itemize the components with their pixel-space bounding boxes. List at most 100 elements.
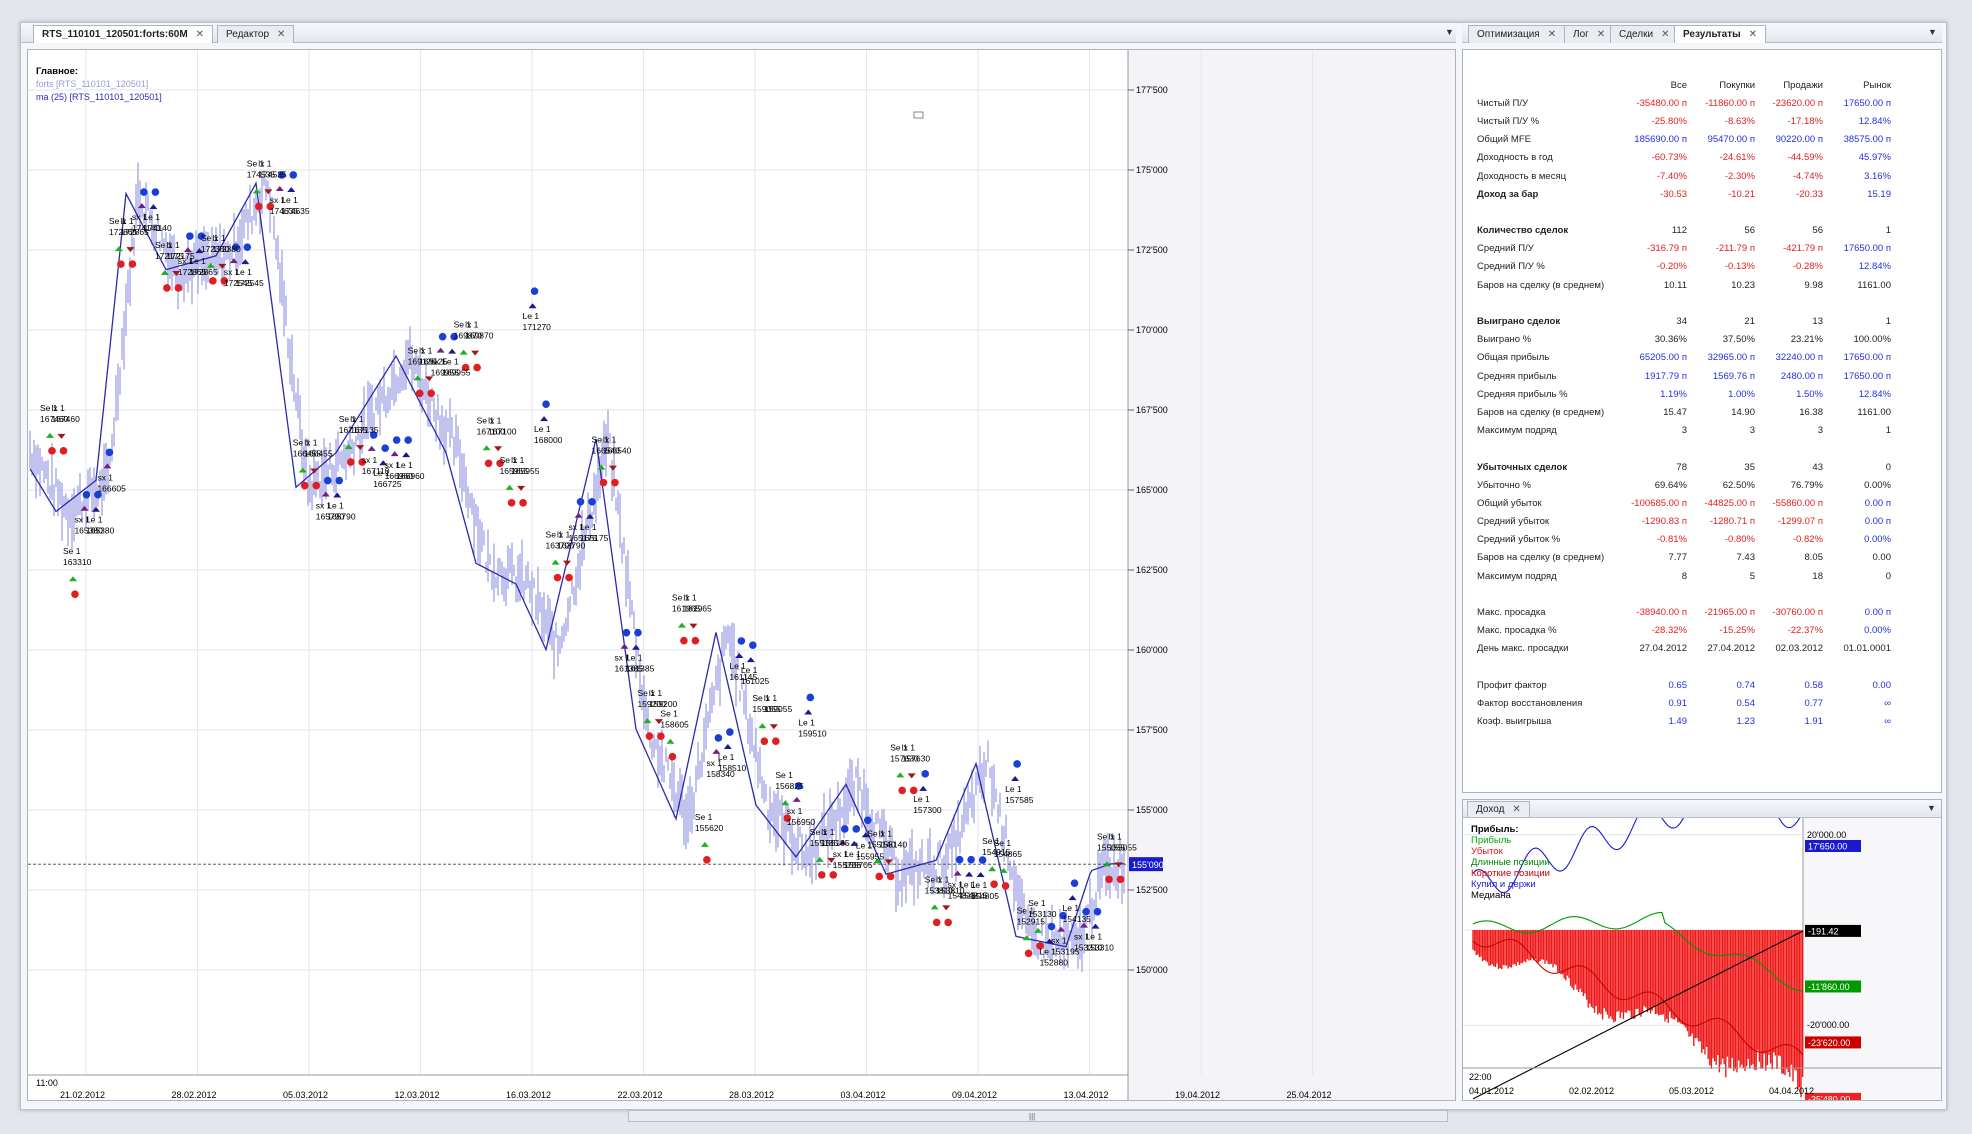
results-row: Средний П/У % -0.20% -0.13% -0.28% 12.84% — [1473, 258, 1895, 276]
trade-label: sx 1 — [1074, 932, 1090, 942]
results-cell: -1280.71 п — [1709, 516, 1755, 528]
trade-price-label: 163310 — [63, 557, 92, 567]
buy-position-dot — [588, 497, 596, 506]
income-chart[interactable]: 20'000.000.00-20'000.00Прибыль:ПрибыльУб… — [1463, 818, 1941, 1100]
trade-price-label: 157630 — [902, 753, 931, 763]
sell-position-dot — [117, 260, 125, 268]
buy-position-dot — [277, 171, 286, 179]
sell-position-dot — [909, 786, 918, 795]
sell-entry-arrow-icon — [68, 576, 77, 582]
results-cell — [1759, 294, 1827, 312]
trade-price-label: 165955 — [500, 466, 529, 476]
long-entry-arrow-icon — [528, 303, 537, 309]
long-entry-arrow-icon — [976, 872, 985, 878]
close-icon[interactable]: ✕ — [1748, 29, 1758, 40]
trade-label: Le 1 — [1005, 784, 1022, 794]
tab-trades[interactable]: Сделки ✕ — [1610, 25, 1679, 43]
horizontal-scrollbar[interactable]: ||| — [628, 1110, 1448, 1122]
trade-price-label: 174635 — [270, 206, 299, 216]
results-row-label — [1473, 585, 1623, 603]
short-exit-triangle-icon — [183, 247, 192, 253]
results-column-header[interactable]: Покупки — [1719, 79, 1755, 91]
trade-price-label: 165175 — [569, 533, 598, 543]
long-entry-arrow-icon — [965, 871, 974, 877]
date-tick-label: 21.02.2012 — [60, 1090, 105, 1100]
trade-price-label: 161145 — [729, 672, 757, 682]
trade-label: Le 1 — [844, 849, 861, 859]
trade-price-label: 153130 — [1028, 909, 1057, 919]
legend-series-ma: ma (25) [RTS_110101_120501] — [36, 92, 162, 102]
trade-label: Se 1 — [695, 812, 713, 822]
tab-optimization[interactable]: Оптимизация ✕ — [1468, 25, 1566, 43]
close-icon[interactable]: ✕ — [1661, 29, 1670, 40]
buy-position-dot — [749, 641, 757, 649]
results-row-label: Баров на сделку (в среднем) — [1477, 552, 1605, 564]
trade-price-label: 155055 — [1097, 842, 1126, 852]
chevron-down-icon[interactable]: ▼ — [1445, 27, 1454, 37]
results-cell: -421.79 п — [1782, 243, 1823, 255]
long-exit-triangle-icon — [769, 724, 778, 730]
results-cell: -28.32% — [1651, 625, 1687, 637]
scroll-grip-icon[interactable]: ||| — [1029, 1112, 1036, 1121]
tab-editor[interactable]: Редактор ✕ — [217, 25, 295, 43]
results-column-header[interactable] — [1473, 76, 1623, 94]
long-entry-arrow-icon — [850, 840, 859, 846]
trade-label: lx 1 — [166, 240, 180, 250]
trade-price-label: 166960 — [385, 471, 414, 481]
results-cell — [1623, 294, 1691, 312]
results-column-header[interactable]: Рынок — [1863, 79, 1891, 91]
chevron-down-icon[interactable]: ▼ — [1928, 27, 1937, 37]
close-icon[interactable]: ✕ — [1547, 29, 1557, 40]
income-legend-item: Купил и держи — [1471, 879, 1536, 890]
short-positions-line — [1472, 938, 1804, 1056]
results-row: Убыточных сделок 78 35 43 0 — [1473, 458, 1895, 476]
sell-position-dot — [427, 389, 435, 398]
close-icon[interactable]: ✕ — [195, 29, 205, 40]
results-column-header[interactable]: Все — [1670, 79, 1687, 91]
trade-price-label: 153195 — [1051, 947, 1080, 957]
trade-price-label: 174140 — [132, 223, 161, 233]
results-cell: 9.98 — [1804, 279, 1824, 291]
tab-results[interactable]: Результаты ✕ — [1674, 25, 1767, 43]
close-icon[interactable]: ✕ — [1596, 29, 1606, 40]
results-cell: 0.00% — [1864, 479, 1891, 491]
short-exit-triangle-icon — [229, 258, 238, 264]
results-row: Средняя прибыль 1917.79 п 1569.76 п 2480.00… — [1473, 367, 1895, 385]
buy-position-dot — [335, 476, 344, 485]
trade-price-label: 169125 — [408, 356, 437, 366]
close-icon[interactable]: ✕ — [1512, 804, 1521, 815]
results-cell: 27.04.2012 — [1639, 643, 1687, 655]
results-cell — [1623, 203, 1691, 221]
current-price-badge — [1129, 857, 1163, 872]
results-row-label: Фактор восстановления — [1477, 697, 1583, 709]
trade-label: Se 1 — [890, 742, 908, 752]
trade-price-label: 172545 — [224, 278, 253, 288]
results-cell: 0.58 — [1804, 679, 1824, 691]
tab-income[interactable]: Доход ✕ — [1467, 801, 1530, 817]
income-date-label: 04.01.2012 — [1469, 1086, 1514, 1096]
date-tick-label: 28.02.2012 — [172, 1090, 217, 1100]
results-cell — [1691, 658, 1759, 676]
trade-label: lx 1 — [488, 415, 502, 425]
results-row-label: Убыточных сделок — [1477, 461, 1568, 473]
tab-label: Доход — [1476, 804, 1505, 815]
trade-price-label: 167100 — [477, 426, 506, 436]
results-column-header[interactable]: Продажи — [1783, 79, 1823, 91]
price-chart-panel[interactable]: Se 1 167460 lx 1 167460 Se 1 163310 sx 1 165380… — [27, 49, 1456, 1122]
trade-label: Se 1 — [40, 403, 58, 413]
trade-label: sx 1 — [431, 357, 447, 367]
window-icon[interactable] — [913, 111, 924, 119]
short-exit-triangle-icon — [137, 203, 146, 209]
trade-price-label: 158510 — [718, 763, 747, 773]
results-cell: -21965.00 п — [1704, 607, 1755, 619]
trade-label: lx 1 — [212, 233, 226, 243]
tab-chart[interactable]: RTS_110101_120501:forts:60M ✕ — [33, 25, 214, 43]
tab-log[interactable]: Лог ✕ — [1564, 25, 1615, 43]
chevron-down-icon[interactable]: ▼ — [1927, 803, 1936, 813]
trade-price-label: 159055 — [752, 704, 781, 714]
trade-label: sx 1 — [270, 195, 286, 205]
close-icon[interactable]: ✕ — [277, 29, 286, 40]
sell-position-dot — [519, 499, 527, 507]
long-exit-triangle-icon — [425, 376, 434, 382]
